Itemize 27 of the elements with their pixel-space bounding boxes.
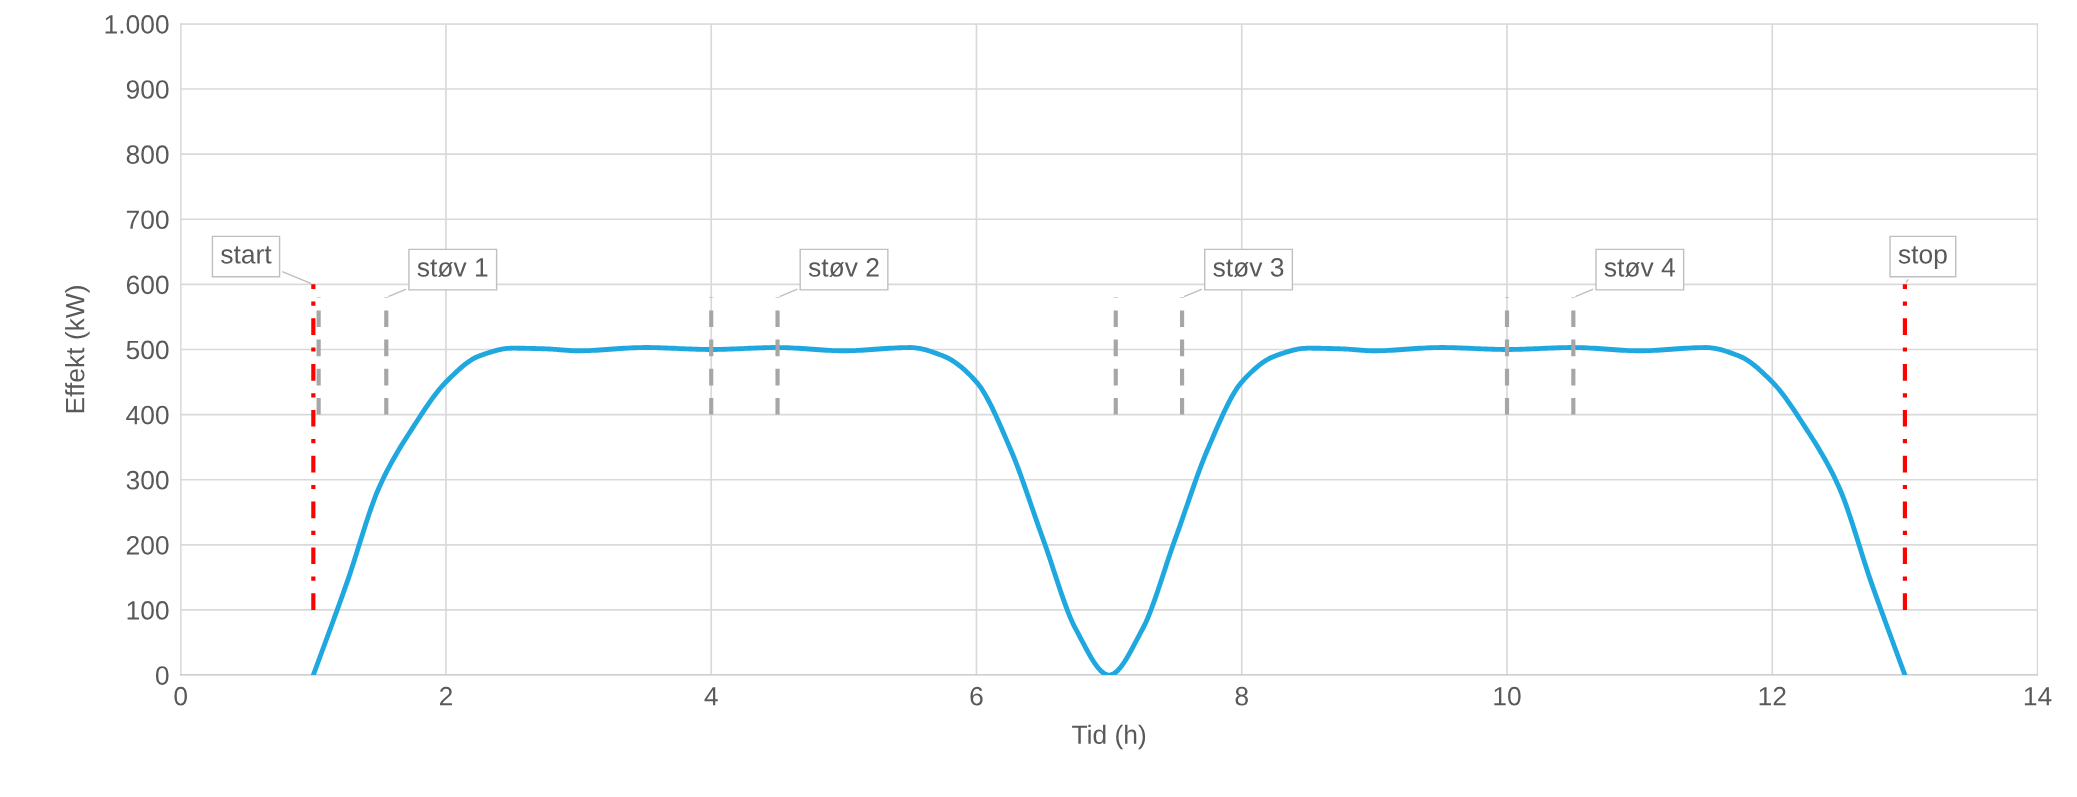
x-tick-label: 14: [2024, 687, 2052, 706]
x-tick-label: 4: [704, 687, 718, 706]
y-axis-title: Effekt (kW): [65, 286, 90, 413]
y-tick-label: 1.000: [105, 15, 169, 34]
y-tick-label: 800: [126, 145, 169, 164]
x-tick-label: 8: [1235, 686, 1248, 706]
x-tick-label: 2: [439, 686, 452, 706]
annotation: start: [221, 246, 272, 264]
y-tick-label: 600: [126, 275, 169, 295]
x-tick-label: 0: [174, 686, 188, 706]
y-tick-label: 100: [127, 601, 169, 620]
y-tick-label: 500: [126, 340, 169, 360]
annotation: støv 3: [1213, 258, 1284, 277]
y-tick-label: 200: [126, 535, 169, 555]
x-tick-label: 10: [1494, 686, 1521, 706]
annotation: støv 2: [808, 258, 879, 277]
annotation: støv 1: [417, 258, 488, 277]
y-tick-label: 300: [126, 470, 169, 490]
y-tick-label: 0: [155, 666, 169, 685]
x-axis-title: Tid (h): [1072, 724, 1146, 750]
y-tick-label: 400: [126, 405, 169, 425]
annotation: stop: [1898, 246, 1947, 269]
x-tick-label: 6: [970, 686, 983, 706]
annotation: støv 4: [1604, 258, 1675, 277]
y-tick-label: 900: [126, 80, 169, 99]
x-tick-label: 12: [1759, 686, 1786, 706]
y-tick-label: 700: [126, 210, 169, 230]
